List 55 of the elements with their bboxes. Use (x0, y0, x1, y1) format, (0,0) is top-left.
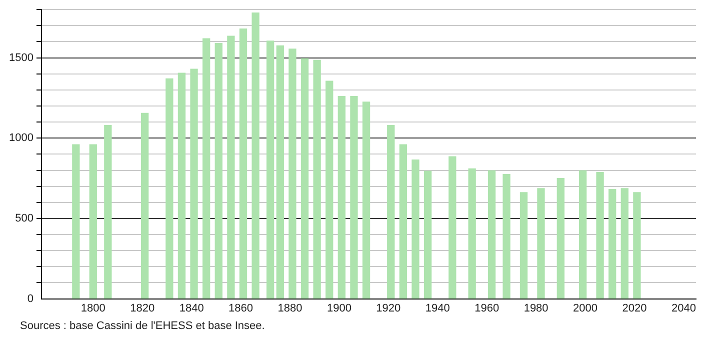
bar (227, 36, 235, 299)
x-tick-label: 1800 (80, 302, 106, 314)
source-note: Sources : base Cassini de l'EHESS et base Insee. (20, 320, 266, 332)
bar (104, 124, 112, 299)
bar (502, 174, 510, 299)
bar (537, 188, 545, 299)
bar (202, 38, 210, 299)
bar (608, 189, 616, 299)
bar (362, 102, 370, 299)
bar (488, 170, 496, 299)
x-tick-label: 1980 (524, 302, 548, 314)
bar (412, 159, 420, 299)
bar (326, 80, 334, 299)
y-tick-label: 1500 (8, 52, 34, 64)
y-tick-label: 500 (15, 212, 34, 224)
bar (252, 12, 260, 299)
bar (288, 48, 296, 299)
bar (578, 170, 587, 299)
bar (266, 40, 274, 299)
bar (89, 144, 97, 299)
x-tick-label: 1960 (474, 302, 500, 314)
y-tick-label: 0 (27, 292, 34, 305)
bar (300, 58, 309, 299)
bar (424, 170, 432, 299)
bar (399, 144, 408, 299)
bar (468, 168, 476, 299)
x-tick-label: 1920 (376, 302, 401, 314)
bar (239, 28, 248, 299)
x-tick-label: 1900 (326, 302, 352, 314)
x-tick-label: 1820 (130, 302, 155, 314)
bar (350, 96, 358, 299)
x-tick-label: 1940 (425, 302, 450, 314)
bar (313, 60, 321, 299)
bar (338, 96, 346, 299)
x-tick-label: 2000 (573, 302, 598, 314)
bar (448, 156, 456, 299)
bar (387, 124, 395, 299)
x-tick-label: 2040 (671, 302, 696, 314)
bar (556, 178, 564, 299)
x-tick-label: 1840 (179, 302, 204, 314)
bar (190, 68, 198, 299)
bar (72, 144, 80, 299)
y-tick-label: 1000 (8, 132, 34, 144)
bar (166, 78, 174, 299)
bar (520, 192, 528, 299)
x-tick-label: 2020 (622, 302, 647, 314)
bar (140, 112, 149, 299)
bar (178, 72, 186, 299)
x-tick-label: 1880 (278, 302, 302, 314)
x-tick-label: 1860 (228, 302, 254, 314)
bar (620, 188, 628, 299)
bar (596, 172, 604, 299)
bar (214, 43, 222, 299)
bar (276, 45, 284, 299)
bar (633, 192, 641, 299)
